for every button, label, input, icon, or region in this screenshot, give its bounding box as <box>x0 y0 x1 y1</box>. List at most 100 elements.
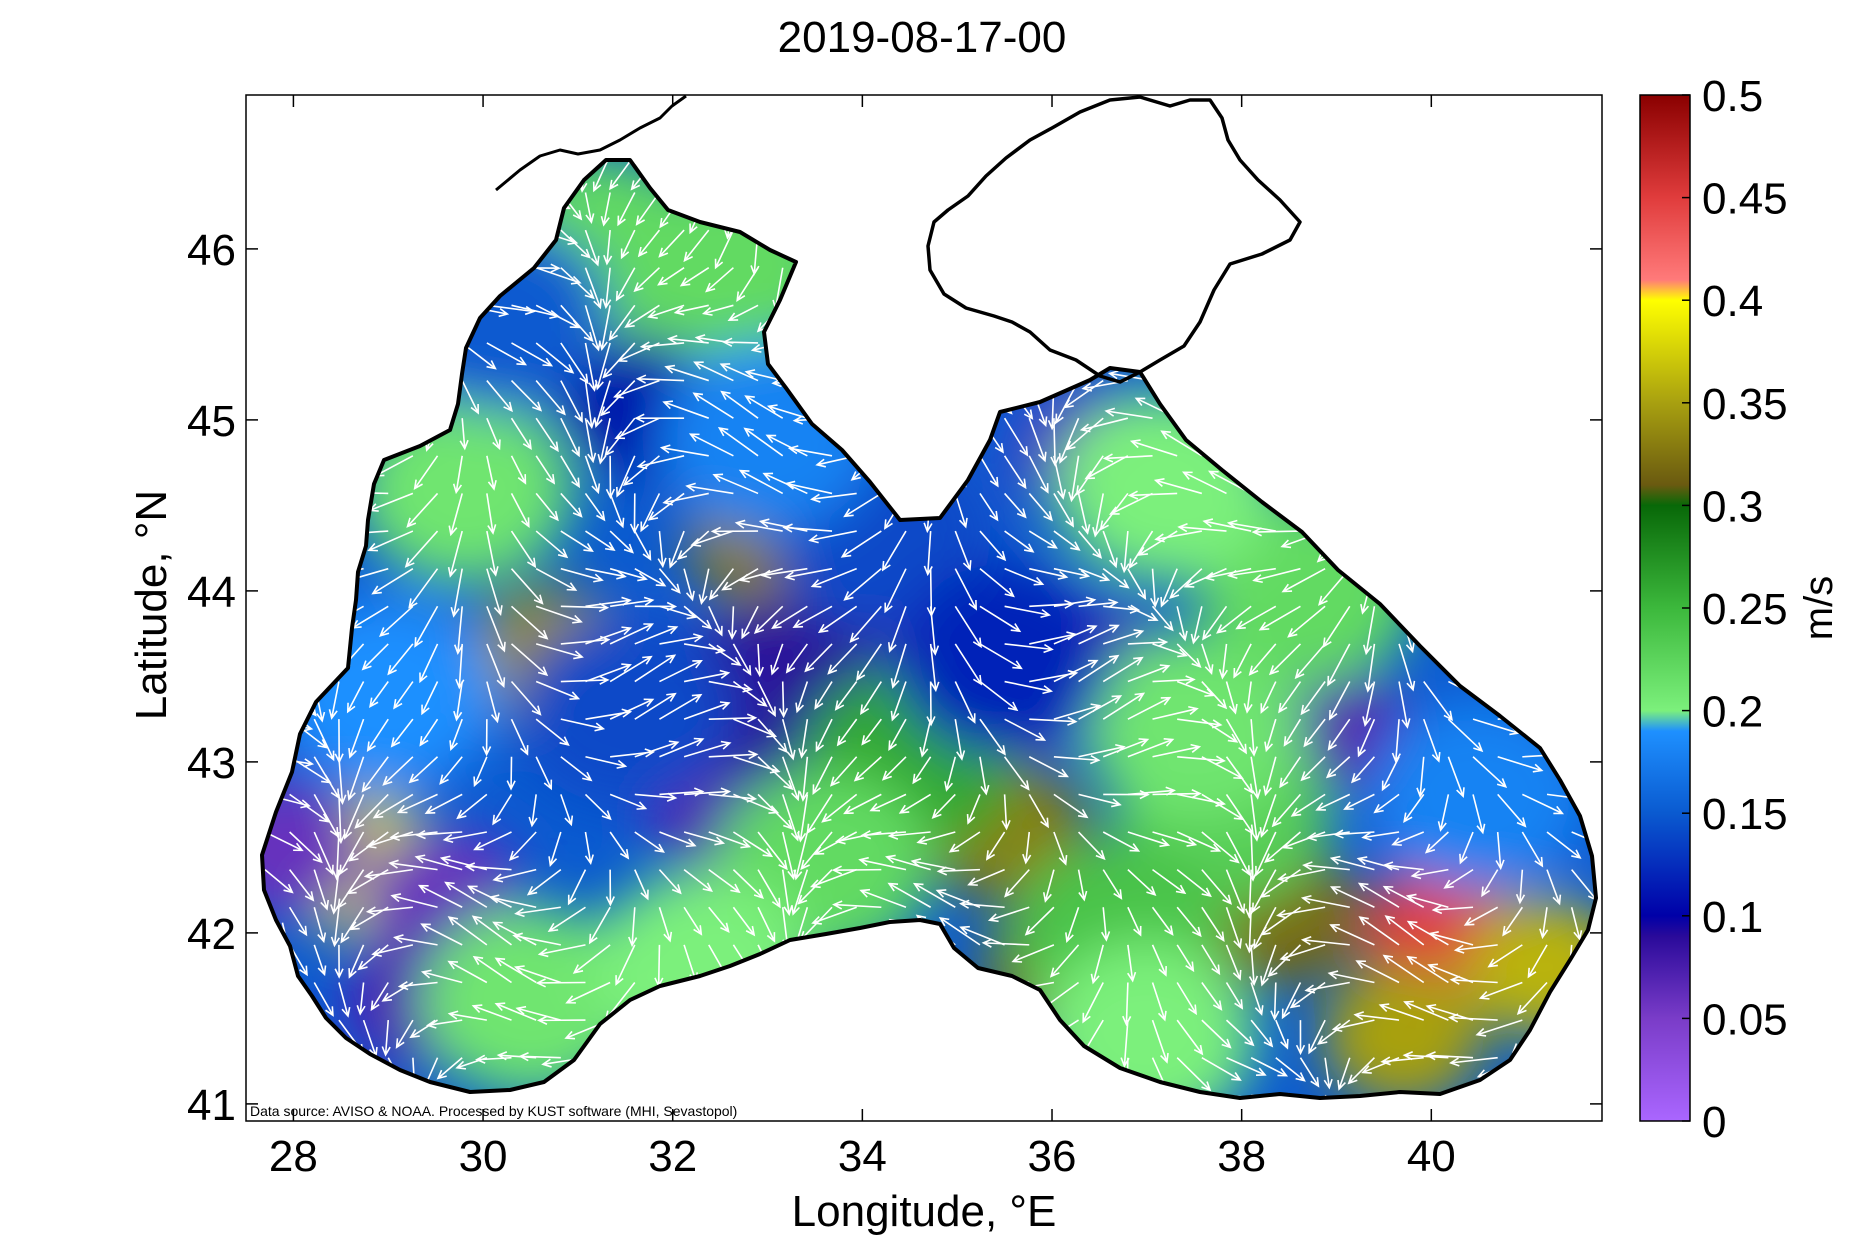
current-arrow-625 <box>757 681 776 718</box>
current-arrow-680 <box>754 643 764 678</box>
current-arrow-954 <box>688 433 734 457</box>
current-arrow-589 <box>1225 718 1247 755</box>
current-arrow-365 <box>1127 869 1157 896</box>
current-arrow-1112 <box>560 342 589 385</box>
current-arrow-251 <box>981 938 1030 948</box>
current-arrow-723 <box>453 606 464 655</box>
current-arrow-999 <box>486 417 501 451</box>
current-arrow-516 <box>781 756 800 802</box>
current-arrow-67 <box>518 1051 561 1062</box>
current-arrow-865 <box>1202 518 1252 532</box>
current-arrow-856 <box>1028 530 1058 549</box>
current-arrow-524 <box>979 756 990 796</box>
current-arrow-441 <box>289 793 330 823</box>
current-arrow-863 <box>1154 530 1202 543</box>
current-arrow-309 <box>1100 907 1111 942</box>
current-arrow-154 <box>1316 1019 1351 1045</box>
current-arrow-356 <box>858 856 907 871</box>
current-arrow-577 <box>919 718 932 758</box>
current-arrow-608 <box>328 681 340 720</box>
current-arrow-556 <box>390 718 414 748</box>
current-arrow-361 <box>1004 869 1030 898</box>
current-arrow-482 <box>1271 793 1302 828</box>
y-axis-ticks: 41 42 43 44 45 46 <box>187 226 1602 1130</box>
current-arrow-444 <box>343 794 365 840</box>
current-arrow-494 <box>1596 787 1644 795</box>
x-tick-label: 32 <box>648 1132 697 1181</box>
current-arrow-393 <box>415 829 463 840</box>
current-arrow-484 <box>1315 793 1351 811</box>
current-arrow-853 <box>954 530 972 571</box>
current-arrow-896 <box>640 493 661 533</box>
x-tick-label: 28 <box>269 1132 318 1181</box>
current-arrow-737 <box>771 605 808 629</box>
current-arrow-860 <box>1120 530 1130 574</box>
current-arrow-948 <box>584 455 601 495</box>
current-arrow-322 <box>1382 885 1425 908</box>
current-arrow-527 <box>1053 755 1101 765</box>
current-arrow-911 <box>1028 492 1053 522</box>
current-arrow-95 <box>1250 1057 1289 1077</box>
current-arrow-642 <box>1176 680 1216 697</box>
current-arrow-145 <box>1120 1020 1130 1068</box>
colorbar-tick-label: 0.5 <box>1702 72 1763 121</box>
current-arrow-555 <box>366 718 389 752</box>
current-arrow-320 <box>1329 886 1375 908</box>
current-arrow-569 <box>733 718 778 738</box>
current-arrow-254 <box>1090 944 1104 985</box>
current-arrow-355 <box>831 865 882 875</box>
current-arrow-282 <box>390 893 438 909</box>
current-arrow-1010 <box>720 390 759 419</box>
current-arrow-613 <box>453 681 463 722</box>
current-arrow-414 <box>948 831 981 853</box>
current-arrow-177 <box>513 965 562 984</box>
azov-coastline <box>926 95 1302 384</box>
current-arrow-170 <box>370 982 389 1012</box>
current-arrow-486 <box>1373 793 1400 814</box>
current-arrow-706 <box>1398 643 1416 692</box>
current-arrow-256 <box>1151 944 1167 977</box>
current-arrow-205 <box>1250 982 1264 1016</box>
current-arrow-103 <box>1402 1051 1449 1061</box>
current-arrow-117 <box>409 1019 438 1039</box>
current-arrow-521 <box>881 756 907 781</box>
current-arrow-750 <box>1127 605 1159 621</box>
current-arrow-480 <box>1250 794 1261 842</box>
current-arrow-519 <box>829 756 858 787</box>
current-arrow-227 <box>392 934 438 946</box>
current-arrow-796 <box>884 568 907 614</box>
current-arrow-887 <box>406 492 439 528</box>
current-arrow-530 <box>1127 737 1175 758</box>
current-arrow-567 <box>683 701 731 720</box>
current-arrow-314 <box>1225 906 1243 950</box>
current-arrow-687 <box>929 643 940 693</box>
current-arrow-748 <box>1078 598 1119 608</box>
current-arrow-345 <box>634 869 649 901</box>
current-arrow-754 <box>1202 605 1228 641</box>
current-arrow-435 <box>1495 831 1505 871</box>
current-arrow-956 <box>743 427 784 457</box>
current-arrow-801 <box>1029 567 1069 580</box>
current-arrow-1228 <box>679 267 710 287</box>
current-arrow-262 <box>1267 944 1302 978</box>
current-arrow-758 <box>1287 605 1326 638</box>
current-arrow-910 <box>1003 492 1027 519</box>
current-arrow-782 <box>560 567 604 583</box>
current-arrow-153 <box>1308 1019 1326 1055</box>
current-arrow-352 <box>791 869 809 916</box>
current-arrow-703 <box>1294 643 1326 680</box>
current-arrow-313 <box>1201 906 1225 943</box>
current-arrow-231 <box>492 921 537 946</box>
current-arrow-832 <box>404 530 439 568</box>
current-arrow-511 <box>659 737 705 758</box>
y-tick-label: 46 <box>187 226 236 275</box>
current-arrow-173 <box>420 969 463 984</box>
current-arrow-466 <box>869 793 907 812</box>
current-arrow-970 <box>1084 455 1129 480</box>
current-arrow-202 <box>1176 982 1198 1016</box>
current-arrow-1009 <box>692 392 734 419</box>
current-arrow-560 <box>510 718 529 756</box>
current-arrow-1226 <box>633 267 660 293</box>
current-arrow-745 <box>1004 605 1052 619</box>
current-arrow-617 <box>560 675 610 685</box>
